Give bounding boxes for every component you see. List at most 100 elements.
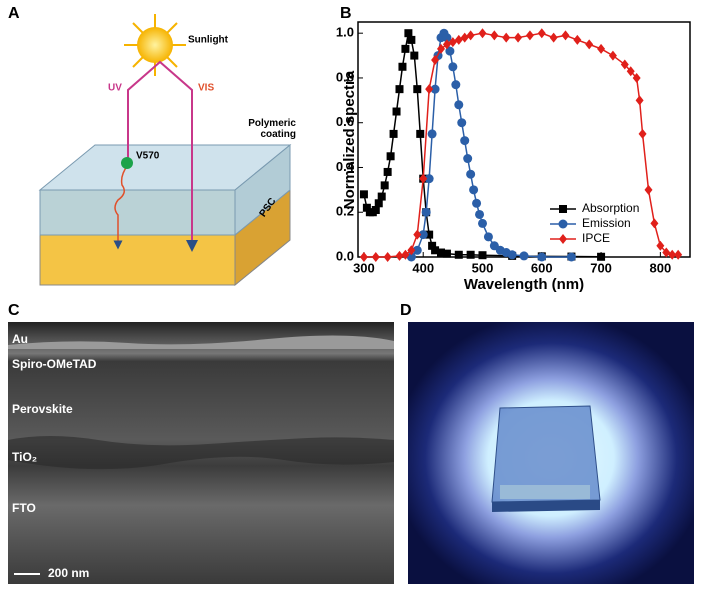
marker xyxy=(519,251,529,261)
marker xyxy=(371,252,380,262)
panel-letter: B xyxy=(340,5,352,22)
marker xyxy=(448,37,457,48)
marker xyxy=(442,33,452,43)
marker xyxy=(608,50,617,61)
marker xyxy=(585,39,594,50)
marker xyxy=(514,32,523,43)
marker xyxy=(597,43,606,54)
coating-side xyxy=(234,143,291,237)
marker xyxy=(430,84,440,94)
legend-label: IPCE xyxy=(582,231,610,245)
layer-label: Spiro-OMeTAD xyxy=(12,357,97,371)
marker xyxy=(418,230,428,240)
marker xyxy=(383,252,392,262)
x-tick-label: 600 xyxy=(531,260,553,275)
marker xyxy=(490,30,499,41)
cell-edge xyxy=(492,500,600,512)
uv-label: UV xyxy=(108,83,122,94)
marker xyxy=(469,185,479,195)
marker xyxy=(407,245,416,256)
marker xyxy=(419,173,428,184)
legend-label: Emission xyxy=(582,216,631,230)
panel-letter: D xyxy=(400,302,412,319)
legend-marker xyxy=(559,234,567,244)
marker xyxy=(549,32,558,43)
marker xyxy=(437,43,445,54)
marker xyxy=(421,207,431,217)
marker xyxy=(425,84,434,95)
panel-d: D xyxy=(400,302,694,584)
marker xyxy=(431,55,440,66)
tio2-layer xyxy=(8,436,394,470)
marker xyxy=(674,249,683,260)
dye-label: V570 xyxy=(136,151,160,162)
x-tick-label: 800 xyxy=(650,260,672,275)
marker xyxy=(371,206,380,214)
legend-marker xyxy=(559,205,567,213)
marker xyxy=(525,30,534,41)
vis-label: VIS xyxy=(198,83,214,94)
marker xyxy=(407,35,416,44)
panel-a: A Sunlight UV VIS V570 Polymeric coating… xyxy=(8,5,296,287)
marker xyxy=(448,62,458,72)
emission-path xyxy=(113,164,129,250)
y-tick-label: 0.4 xyxy=(336,159,355,174)
series-line xyxy=(410,31,572,258)
marker xyxy=(475,209,485,219)
layer-label: Au xyxy=(12,332,28,346)
marker xyxy=(483,232,493,242)
marker xyxy=(466,30,475,41)
light-path xyxy=(127,60,198,252)
marker xyxy=(537,252,547,262)
marker xyxy=(626,66,635,77)
marker xyxy=(460,32,469,43)
y-tick-label: 0.6 xyxy=(336,114,354,129)
panel-letter: A xyxy=(8,5,20,22)
marker xyxy=(460,136,470,146)
marker xyxy=(431,246,440,255)
marker xyxy=(466,169,476,179)
marker xyxy=(395,85,404,94)
x-axis-label: Wavelength (nm) xyxy=(464,276,584,293)
y-tick-label: 0.8 xyxy=(336,69,354,84)
marker xyxy=(597,252,606,261)
marker xyxy=(401,44,410,53)
x-tick-label: 400 xyxy=(412,260,434,275)
marker xyxy=(507,250,517,260)
marker xyxy=(478,218,487,228)
marker xyxy=(377,192,386,201)
marker xyxy=(437,248,445,257)
marker xyxy=(638,128,647,139)
marker xyxy=(383,167,392,176)
layer-label: Perovskite xyxy=(12,402,73,416)
layer-label: FTO xyxy=(12,501,36,515)
panel-c: C Au Spiro-OMeTAD Perovskite TiO₂ FTO 20… xyxy=(8,302,394,584)
marker xyxy=(445,46,455,56)
marker xyxy=(392,107,401,116)
marker xyxy=(454,34,463,45)
marker xyxy=(359,252,368,262)
sun-icon xyxy=(124,14,186,76)
marker xyxy=(662,247,671,258)
marker xyxy=(362,203,371,212)
legend-label: Absorption xyxy=(582,201,639,215)
marker xyxy=(466,250,475,259)
marker xyxy=(424,174,434,184)
marker xyxy=(386,152,395,161)
marker xyxy=(635,95,644,106)
marker xyxy=(478,251,487,260)
layer-label: TiO₂ xyxy=(12,450,37,464)
plot-frame xyxy=(357,21,691,258)
marker xyxy=(454,100,464,110)
marker xyxy=(404,29,413,38)
marker xyxy=(401,249,410,260)
marker xyxy=(412,245,422,255)
coating-label-box: Polymeric coating xyxy=(248,118,296,140)
panel-b: B Wavelength (nm) Normalized spectra 300… xyxy=(336,5,691,293)
y-tick-label: 1.0 xyxy=(336,25,354,40)
y-axis-label: Normalized spectra xyxy=(341,70,358,209)
marker xyxy=(644,184,653,195)
marker xyxy=(573,34,582,45)
sunlight-label: Sunlight xyxy=(188,35,229,46)
